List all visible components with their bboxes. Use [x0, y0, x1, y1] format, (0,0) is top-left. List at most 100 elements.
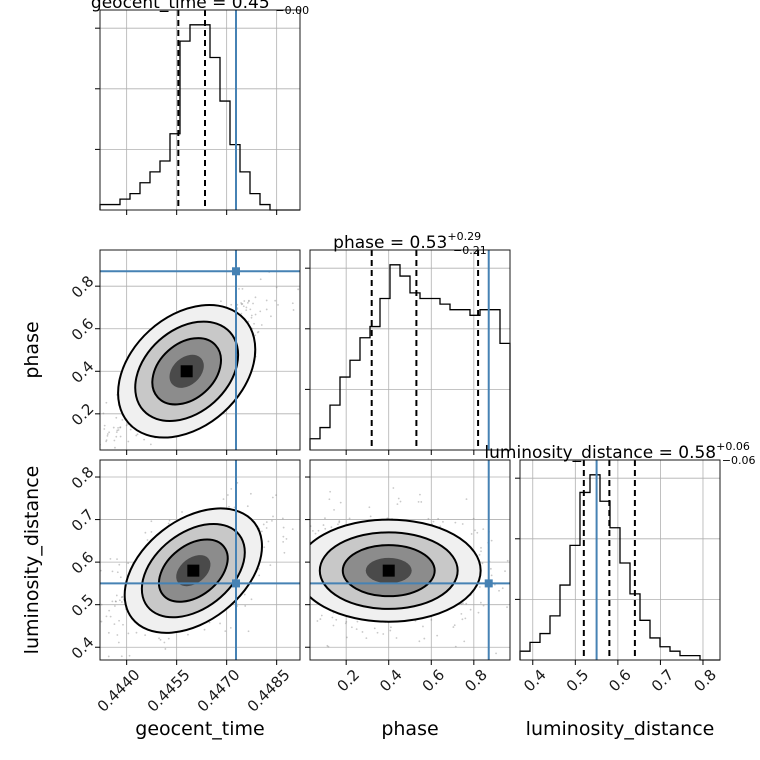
title-label: phase = 0.53: [333, 233, 447, 253]
sample-point: [284, 517, 286, 519]
sample-point: [265, 521, 268, 523]
sample-point: [275, 494, 277, 497]
sample-point: [480, 546, 482, 549]
sample-point: [246, 505, 249, 508]
sample-point: [489, 567, 492, 570]
sample-point: [164, 648, 167, 650]
sample-point: [220, 300, 222, 303]
sample-point: [66, 612, 68, 614]
x-axis-label-phase: phase: [381, 718, 438, 740]
pair-panel-geocent_time-luminosity_distance: [66, 459, 301, 665]
sample-point: [453, 624, 456, 627]
sample-point: [112, 426, 115, 429]
sample-point: [105, 439, 108, 441]
sample-point: [267, 540, 270, 543]
sample-point: [338, 520, 341, 523]
sample-point: [392, 487, 395, 489]
sample-point: [454, 521, 457, 524]
sample-point: [339, 501, 342, 504]
x-tick-label: 0.6: [605, 666, 635, 696]
sample-point: [314, 532, 317, 535]
sample-point: [322, 524, 325, 526]
sample-point: [238, 287, 240, 290]
sample-point: [246, 301, 249, 304]
sample-point: [490, 574, 493, 577]
sample-point: [297, 619, 299, 621]
sample-point: [116, 429, 119, 432]
sample-point: [289, 553, 291, 555]
panel-frame: [99, 459, 301, 661]
sample-point: [233, 506, 236, 509]
sample-point: [102, 412, 105, 415]
sample-point: [294, 536, 296, 538]
sample-point: [163, 641, 166, 644]
sample-point: [365, 637, 368, 640]
sample-point: [452, 626, 455, 628]
sample-point: [129, 428, 132, 431]
sample-point: [472, 517, 475, 520]
sample-point: [301, 258, 303, 260]
y-tick-label: 0.2: [68, 400, 98, 430]
sample-point: [91, 424, 93, 426]
sample-point: [282, 535, 285, 538]
sample-point: [108, 431, 111, 434]
sample-point: [442, 520, 444, 523]
sample-point: [127, 440, 130, 443]
sample-point: [226, 494, 229, 496]
sample-point: [245, 306, 248, 309]
sample-point: [97, 576, 99, 578]
sample-point: [326, 644, 329, 647]
sample-point: [317, 529, 320, 532]
sample-point: [482, 604, 485, 607]
sample-point: [121, 418, 124, 421]
sample-point: [116, 558, 118, 560]
sample-point: [283, 551, 286, 554]
sample-point: [344, 622, 347, 625]
sample-point: [135, 631, 138, 634]
sample-point: [300, 285, 302, 287]
sample-point: [116, 571, 119, 574]
sample-point: [297, 288, 300, 291]
sample-point: [479, 601, 482, 604]
sample-point: [243, 593, 246, 596]
title-plus: +0.06: [716, 440, 750, 453]
sample-point: [262, 523, 265, 526]
sample-point: [96, 452, 98, 454]
x-axis-label-luminosity_distance: luminosity_distance: [526, 718, 715, 740]
sample-point: [292, 559, 294, 561]
sample-point: [90, 460, 92, 462]
sample-point: [247, 300, 250, 303]
sample-point: [436, 634, 439, 637]
sample-point: [106, 433, 109, 435]
sample-point: [121, 595, 124, 598]
title-luminosity_distance: luminosity_distance = 0.58+0.06 −0.06: [484, 440, 755, 467]
sample-point: [86, 617, 88, 619]
sample-point: [285, 612, 287, 614]
sample-point: [108, 609, 111, 612]
sample-point: [272, 515, 274, 518]
sample-point: [495, 652, 497, 655]
sample-point: [439, 525, 442, 528]
sample-point: [461, 618, 464, 621]
sample-point: [146, 539, 149, 541]
sample-point: [103, 428, 106, 430]
sample-point: [187, 633, 189, 636]
sample-point: [250, 316, 253, 319]
sample-point: [395, 637, 398, 639]
sample-point: [376, 631, 379, 634]
y-tick-label: 0.8: [68, 463, 98, 493]
panel-content: [66, 460, 300, 660]
sample-point: [263, 567, 265, 569]
panel-content: [263, 460, 510, 660]
sample-point: [260, 324, 263, 326]
sample-point: [373, 627, 376, 630]
sample-point: [257, 330, 260, 333]
sample-point: [259, 278, 262, 281]
sample-point: [89, 583, 91, 585]
truth-marker: [484, 579, 493, 588]
sample-point: [506, 559, 509, 562]
sample-point: [498, 589, 500, 592]
sample-point: [265, 527, 268, 529]
x-tick-label: 0.4470: [194, 666, 244, 716]
sample-point: [319, 618, 322, 620]
